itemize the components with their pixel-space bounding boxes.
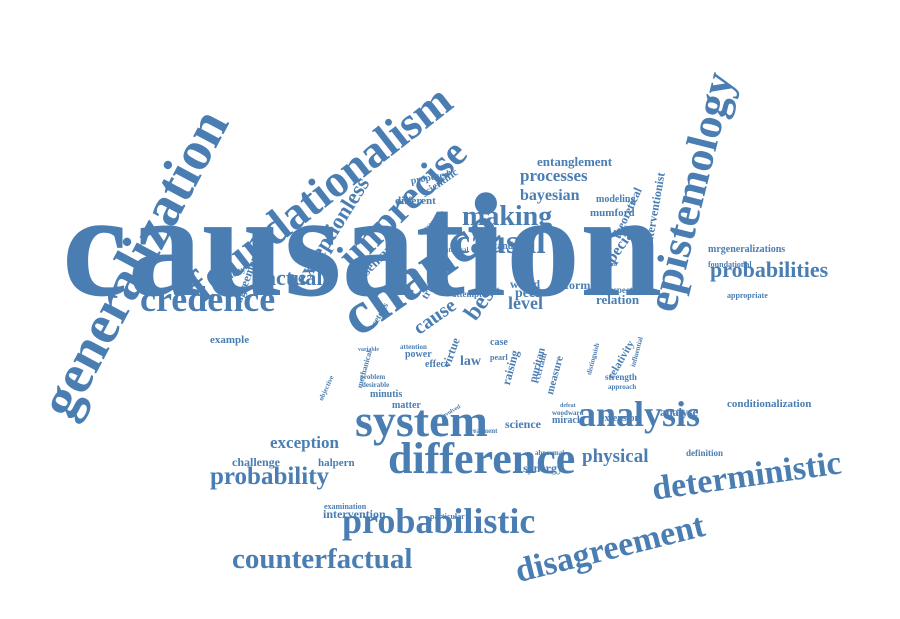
word-challenge: challenge (232, 455, 280, 470)
word-abnormal: abnormal (535, 449, 565, 458)
word-treatment: treatment (468, 427, 498, 436)
word-synergy: synergy (523, 461, 563, 476)
word-deterministic: deterministic (649, 444, 844, 508)
word-halpern: halpern (318, 457, 355, 470)
word-problem: problem (360, 373, 386, 382)
word-law: law (460, 353, 481, 369)
word-level: level (508, 292, 543, 313)
word-probabilistic: probabilistic (342, 501, 536, 542)
word-analysis: analysis (578, 394, 701, 435)
word-science: science (505, 417, 541, 432)
word-cases: cases (595, 270, 608, 277)
word-formal: formal (565, 278, 600, 293)
word-argument: argument (592, 262, 617, 269)
word-counterfactual: counterfactual (232, 542, 413, 575)
word-strength: strength (605, 371, 637, 382)
word-minutis: minutis (370, 389, 403, 400)
word-example: example (210, 334, 250, 347)
word-variable: variable (358, 347, 379, 354)
word-exception: exception (270, 433, 339, 453)
word-miracle: miracle (552, 415, 585, 426)
word-system: system (355, 395, 488, 447)
word-actual: actual (265, 265, 323, 291)
word-mumford: mumford (590, 207, 635, 220)
word-processes: processes (520, 166, 588, 186)
word-appropriate: appropriate (727, 290, 768, 300)
word-attempt: attempt (452, 288, 482, 299)
word-defeat: defeat (560, 403, 576, 410)
word-credence: credence (140, 279, 276, 320)
word-conditionalization: conditionalization (727, 398, 812, 411)
word-power: power (405, 349, 432, 360)
word-virtue: virtue (439, 336, 463, 370)
word-probabilities: probabilities (710, 257, 829, 283)
word-attention: attention (400, 343, 427, 352)
word-different: different (395, 195, 436, 208)
word-relation: relation (596, 291, 640, 307)
word-peer: peer (515, 285, 542, 301)
word-entanglement: entanglement (537, 153, 613, 169)
word-causal: causal (455, 223, 546, 261)
word-mrgeneralizations: mrgeneralizations (708, 244, 786, 255)
word-statistical: statistical (440, 246, 469, 255)
word-making: making (462, 200, 553, 232)
word-desirable: desirable (362, 381, 390, 390)
word-disagreement: disagreement (511, 506, 709, 590)
word-causation: causation (62, 163, 663, 328)
word-modeling: modeling (596, 194, 636, 205)
word-pearl: pearl (490, 352, 508, 362)
word-case: case (490, 337, 508, 348)
word-standard: standard (490, 241, 529, 252)
word-matter: matter (392, 400, 421, 411)
word-examination: examination (324, 501, 367, 511)
word-difference: difference (388, 433, 576, 483)
word-prospect: prospect (600, 284, 633, 295)
word-objective: objective (317, 374, 336, 403)
word-physical: physical (582, 445, 649, 467)
word-effect: effect (425, 359, 449, 370)
word-intervention: intervention (323, 507, 386, 522)
word-analyse: analyse (660, 405, 699, 420)
word-measure: measure (544, 354, 566, 397)
word-distinguish: distinguish (585, 342, 602, 377)
word-probability: probability (210, 463, 330, 490)
word-approach: approach (608, 383, 637, 392)
word-particular: particular (430, 511, 465, 521)
word-woodward: woodward (552, 409, 584, 418)
word-foundational: foundational (708, 259, 752, 269)
word-world: world (510, 277, 540, 292)
word-bayesian: bayesian (520, 187, 580, 205)
word-extension: extension (600, 413, 640, 424)
word-definition: definition (686, 447, 724, 458)
